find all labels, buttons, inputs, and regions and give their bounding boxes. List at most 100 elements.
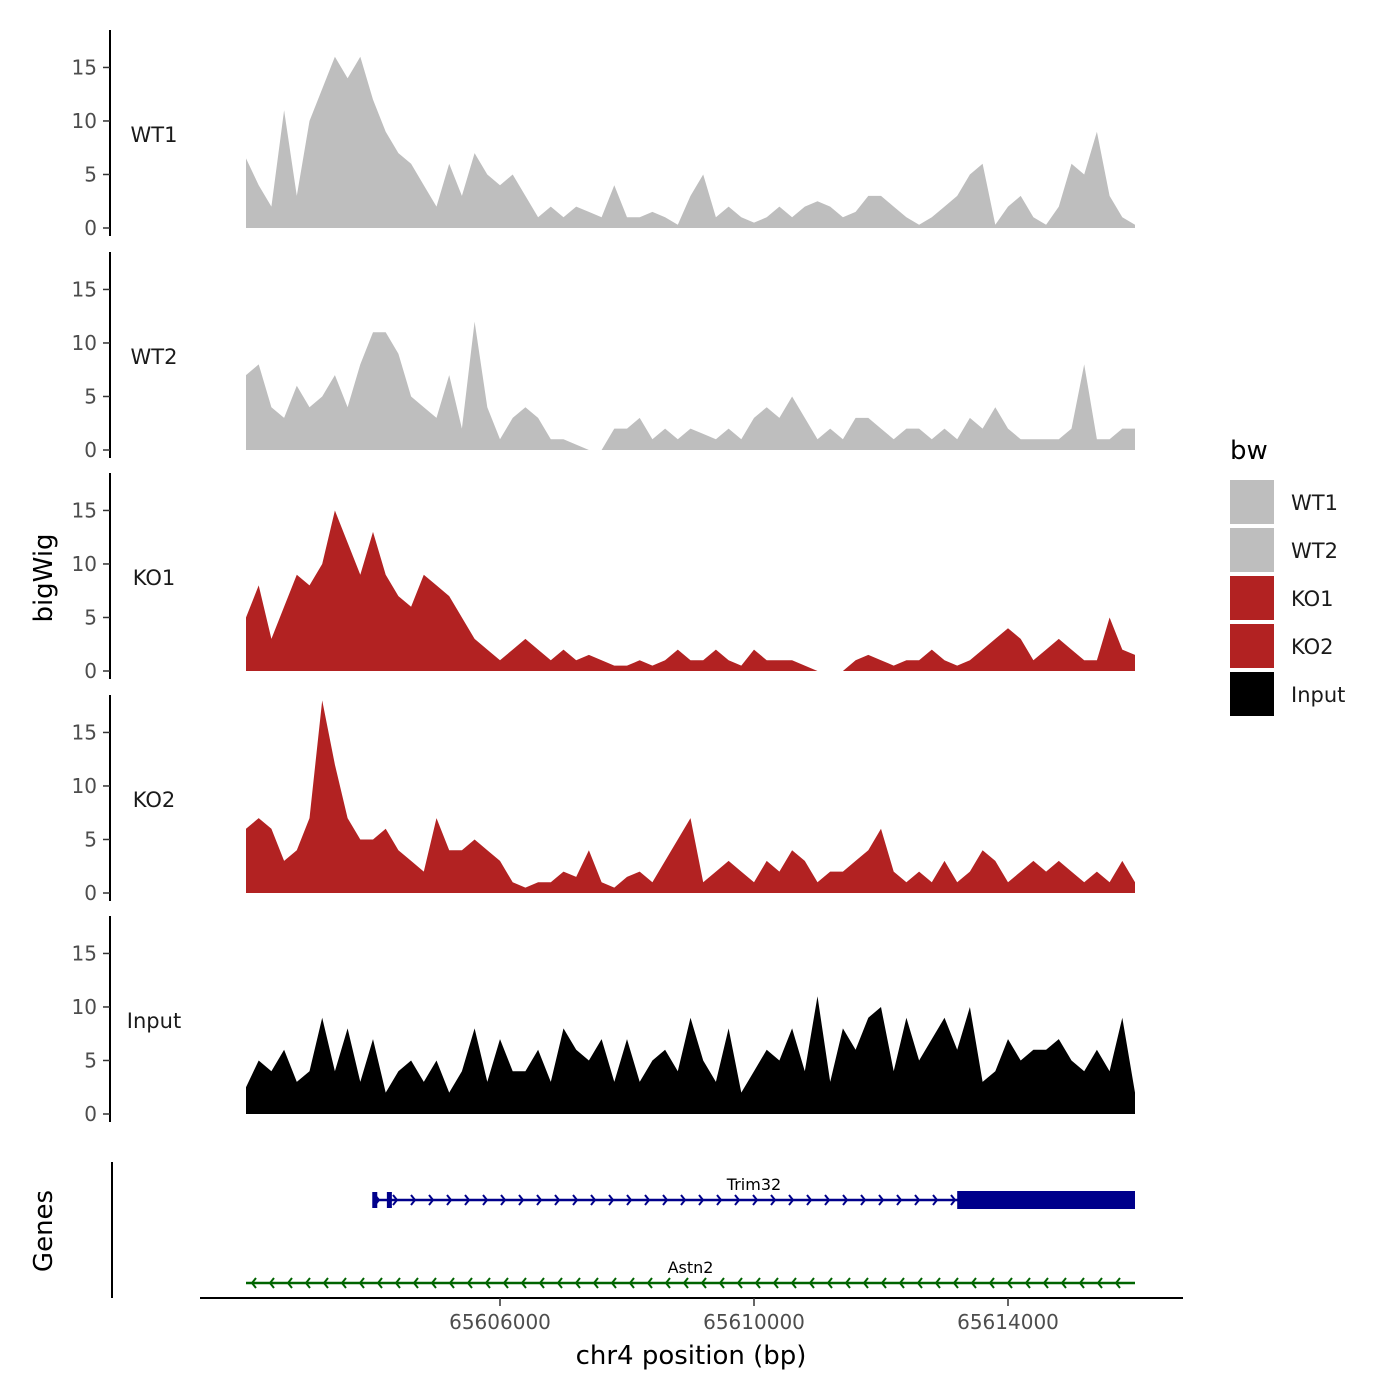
strand-arrow bbox=[824, 1194, 831, 1206]
strand-arrow bbox=[626, 1194, 633, 1206]
y-tick-label: 15 bbox=[72, 277, 97, 301]
strand-arrow bbox=[268, 1277, 275, 1289]
legend-label-ko1: KO1 bbox=[1291, 587, 1334, 611]
y-tick-label: 5 bbox=[84, 827, 97, 851]
strand-arrow bbox=[628, 1277, 635, 1289]
strand-arrow bbox=[880, 1277, 887, 1289]
y-tick-label: 10 bbox=[72, 109, 97, 133]
strand-arrow bbox=[988, 1277, 995, 1289]
y-tick-label: 0 bbox=[84, 881, 97, 905]
strand-arrow bbox=[826, 1277, 833, 1289]
strand-arrow bbox=[574, 1277, 581, 1289]
strand-arrow bbox=[482, 1194, 489, 1206]
legend-swatch-wt1 bbox=[1230, 480, 1274, 524]
strand-arrow bbox=[466, 1277, 473, 1289]
coverage-area-wt1 bbox=[246, 56, 1135, 228]
gene-coding-block bbox=[957, 1191, 1135, 1209]
strand-arrow bbox=[520, 1277, 527, 1289]
strand-arrow bbox=[608, 1194, 615, 1206]
strand-arrow bbox=[590, 1194, 597, 1206]
strand-arrow bbox=[412, 1277, 419, 1289]
x-tick-label: 65610000 bbox=[703, 1310, 805, 1334]
legend-swatch-ko2 bbox=[1230, 624, 1274, 668]
strand-arrow bbox=[700, 1277, 707, 1289]
strand-arrow bbox=[698, 1194, 705, 1206]
strand-arrow bbox=[1042, 1277, 1049, 1289]
strand-arrow bbox=[752, 1194, 759, 1206]
strand-arrow bbox=[448, 1277, 455, 1289]
y-tick-label: 5 bbox=[84, 162, 97, 186]
legend-label-wt2: WT2 bbox=[1291, 539, 1338, 563]
track-label: KO1 bbox=[133, 566, 176, 590]
strand-arrow bbox=[878, 1194, 885, 1206]
coverage-area-ko2 bbox=[246, 700, 1135, 893]
y-tick-label: 15 bbox=[72, 720, 97, 744]
y-tick-label: 10 bbox=[72, 552, 97, 576]
strand-arrow bbox=[1024, 1277, 1031, 1289]
track-wt1: 0 5 10 15 WT1 bbox=[72, 30, 1135, 240]
strand-arrow bbox=[340, 1277, 347, 1289]
legend-label-wt1: WT1 bbox=[1291, 491, 1338, 515]
strand-arrow bbox=[770, 1194, 777, 1206]
legend-swatch-input bbox=[1230, 672, 1274, 716]
strand-arrow bbox=[934, 1277, 941, 1289]
strand-arrow bbox=[1060, 1277, 1067, 1289]
genes-axis-title: Genes bbox=[29, 1190, 59, 1272]
y-tick-label: 0 bbox=[84, 216, 97, 240]
strand-arrow bbox=[428, 1194, 435, 1206]
y-axis-title: bigWig bbox=[29, 533, 59, 622]
strand-arrow bbox=[1114, 1277, 1121, 1289]
strand-arrow bbox=[484, 1277, 491, 1289]
track-label: Input bbox=[127, 1009, 181, 1033]
strand-arrow bbox=[646, 1277, 653, 1289]
strand-arrow bbox=[322, 1277, 329, 1289]
strand-arrow bbox=[250, 1277, 257, 1289]
strand-arrow bbox=[394, 1277, 401, 1289]
strand-arrow bbox=[860, 1194, 867, 1206]
track-wt2: 0 5 10 15 WT2 bbox=[72, 252, 1135, 462]
strand-arrow bbox=[662, 1194, 669, 1206]
x-tick-label: 65606000 bbox=[449, 1310, 551, 1334]
strand-arrow bbox=[682, 1277, 689, 1289]
strand-arrow bbox=[716, 1194, 723, 1206]
legend-title: bw bbox=[1230, 436, 1268, 466]
y-tick-label: 5 bbox=[84, 1048, 97, 1072]
strand-arrow bbox=[304, 1277, 311, 1289]
y-tick-label: 15 bbox=[72, 55, 97, 79]
legend-label-input: Input bbox=[1291, 683, 1345, 707]
strand-arrow bbox=[1006, 1277, 1013, 1289]
gene-exon bbox=[386, 1192, 392, 1208]
strand-arrow bbox=[554, 1194, 561, 1206]
y-tick-label: 10 bbox=[72, 774, 97, 798]
gene-exon bbox=[372, 1192, 378, 1208]
strand-arrow bbox=[464, 1194, 471, 1206]
strand-arrow bbox=[916, 1277, 923, 1289]
track-label: WT2 bbox=[131, 345, 178, 369]
track-ko1: 0 5 10 15 KO1 bbox=[72, 473, 1135, 683]
strand-arrow bbox=[772, 1277, 779, 1289]
strand-arrow bbox=[430, 1277, 437, 1289]
y-tick-label: 15 bbox=[72, 498, 97, 522]
coverage-area-wt2 bbox=[246, 321, 1135, 450]
strand-arrow bbox=[932, 1194, 939, 1206]
strand-arrow bbox=[844, 1277, 851, 1289]
x-axis-ticks: 65606000 65610000 65614000 bbox=[449, 1298, 1059, 1334]
gene-trim32: Trim32 bbox=[372, 1175, 1135, 1209]
strand-arrow bbox=[914, 1194, 921, 1206]
strand-arrow bbox=[392, 1194, 399, 1206]
strand-arrow bbox=[376, 1277, 383, 1289]
coverage-area-input bbox=[246, 996, 1135, 1114]
strand-arrow bbox=[808, 1277, 815, 1289]
legend-label-ko2: KO2 bbox=[1291, 635, 1334, 659]
strand-arrow bbox=[788, 1194, 795, 1206]
strand-arrow bbox=[518, 1194, 525, 1206]
x-tick-label: 65614000 bbox=[957, 1310, 1059, 1334]
gene-label: Trim32 bbox=[726, 1175, 781, 1194]
strand-arrow bbox=[898, 1277, 905, 1289]
strand-arrow bbox=[500, 1194, 507, 1206]
strand-arrow bbox=[1078, 1277, 1085, 1289]
y-tick-label: 5 bbox=[84, 605, 97, 629]
gene-label: Astn2 bbox=[668, 1258, 714, 1277]
strand-arrow bbox=[664, 1277, 671, 1289]
strand-arrow bbox=[358, 1277, 365, 1289]
